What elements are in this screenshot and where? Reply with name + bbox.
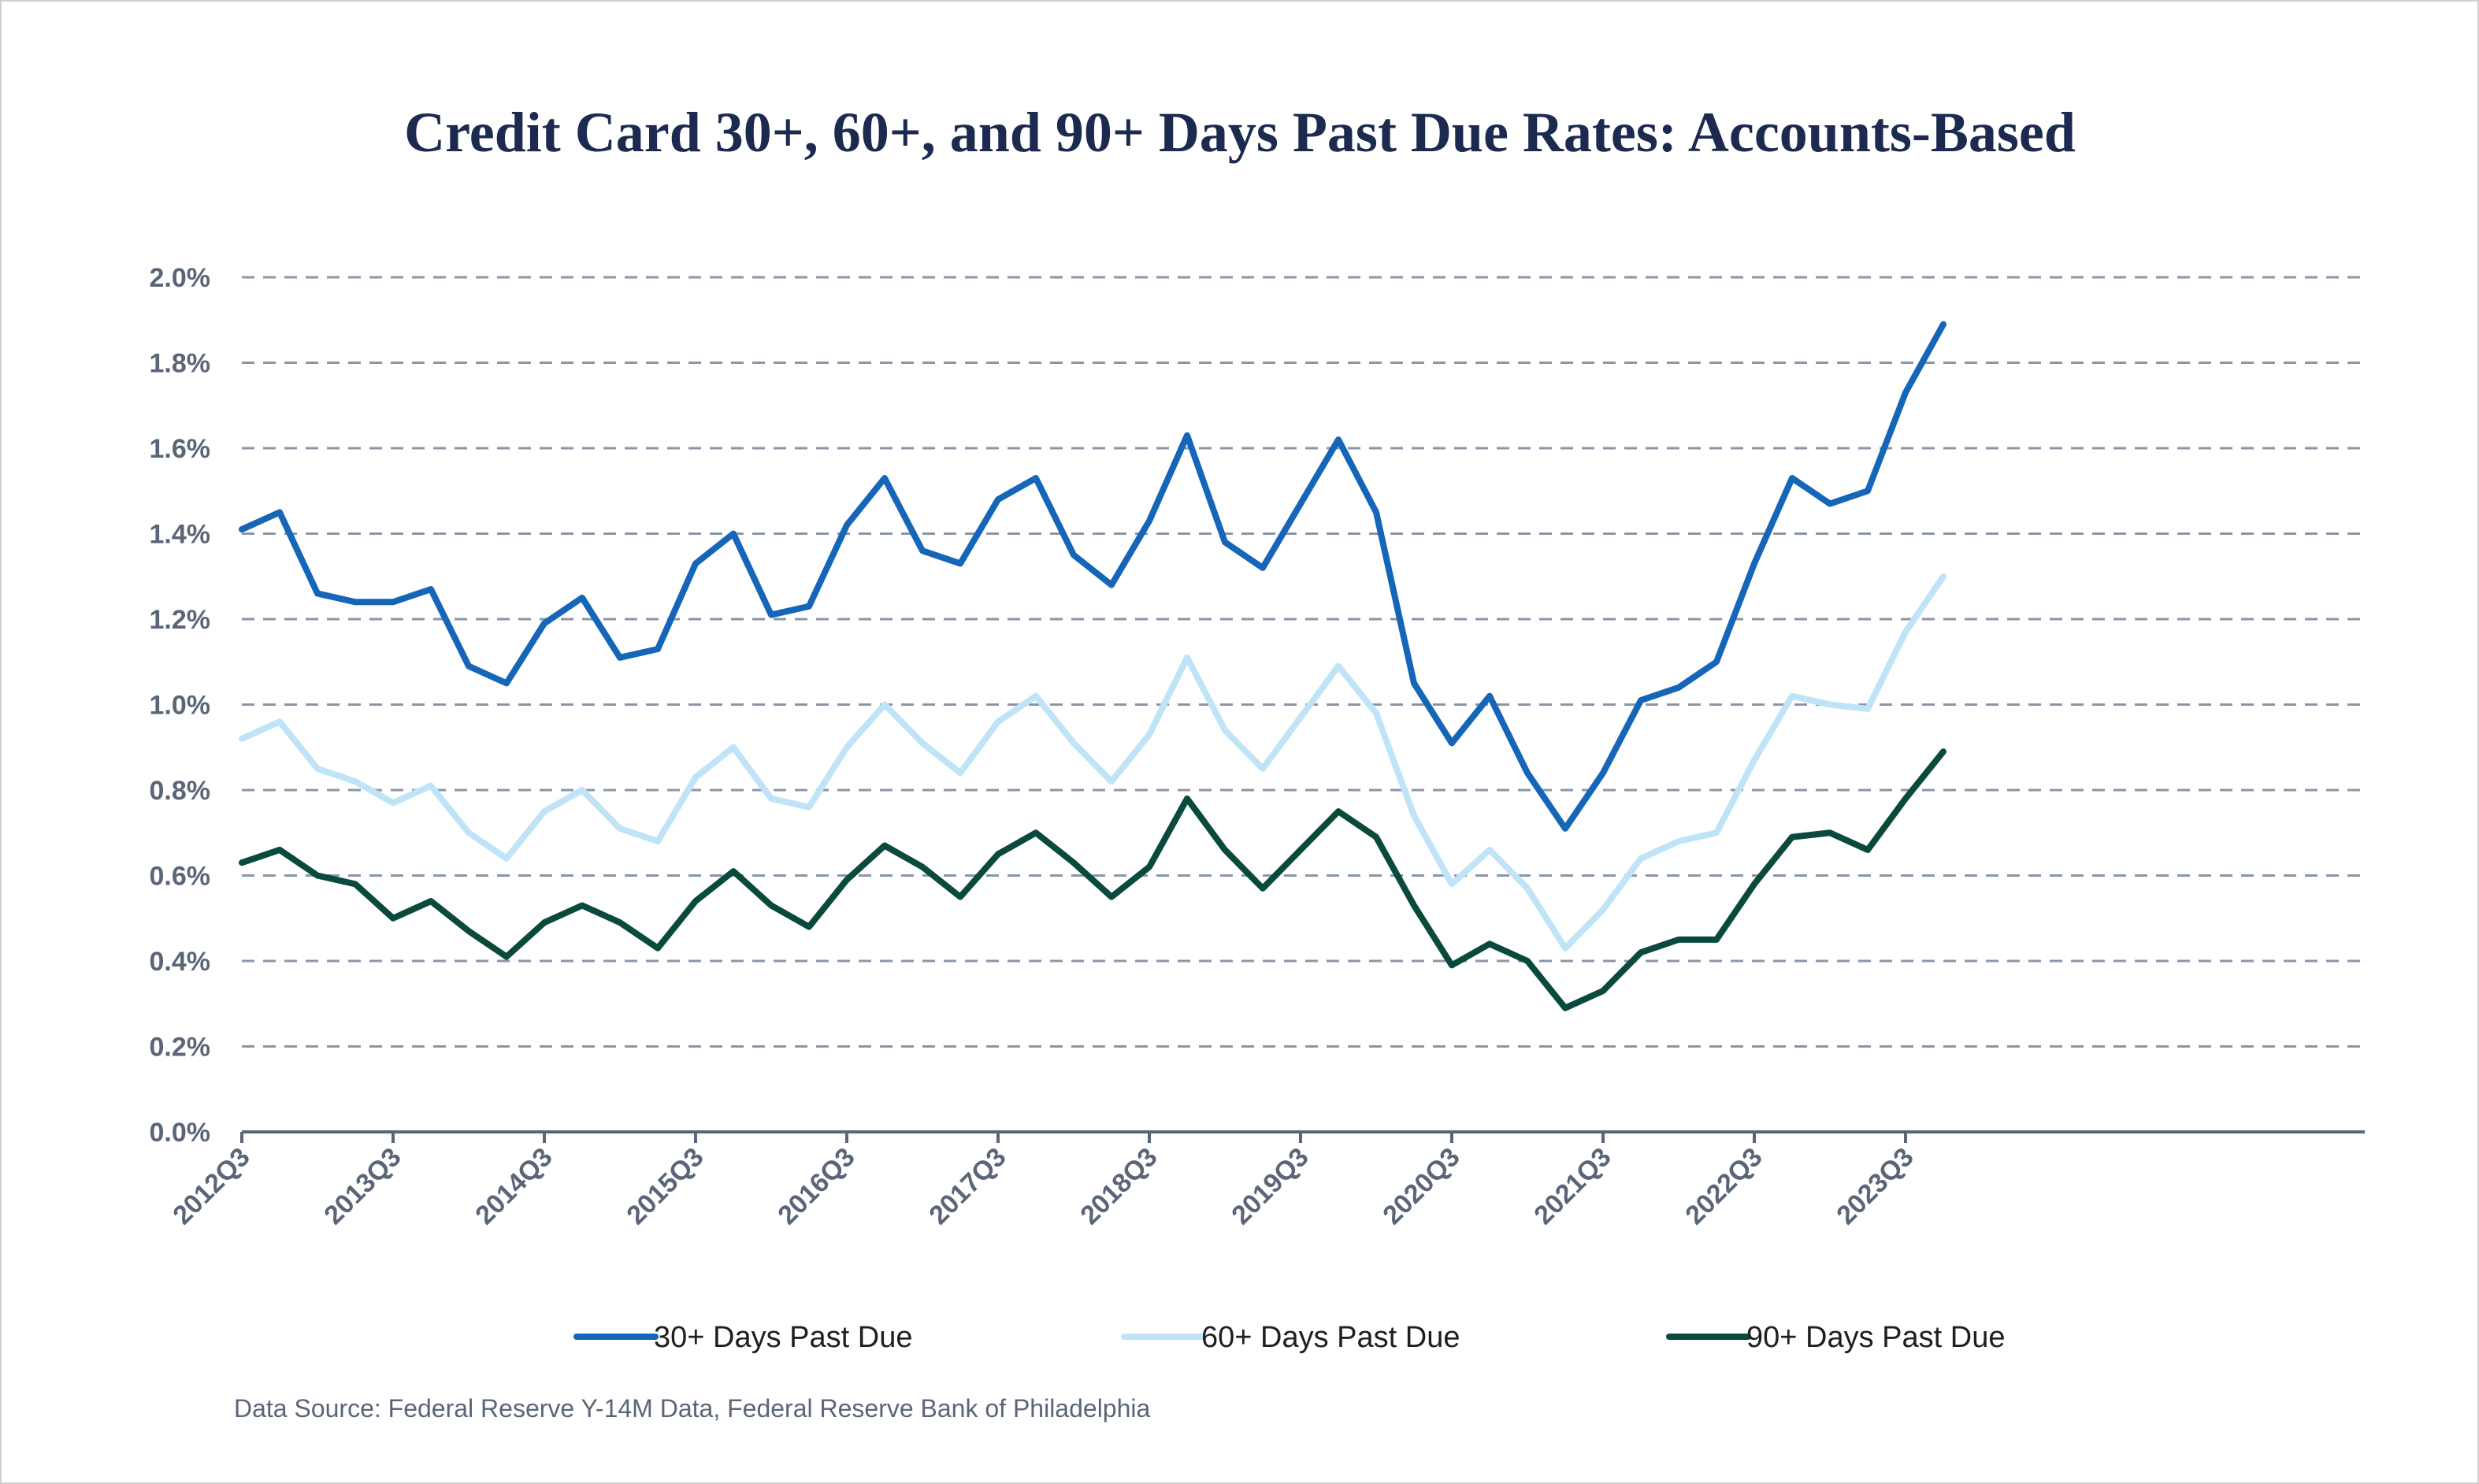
x-tick-label: 2012Q3 xyxy=(167,1142,255,1230)
y-tick-label: 1.2% xyxy=(150,605,211,635)
legend: 30+ Days Past Due 60+ Days Past Due 90+ Da… xyxy=(573,1321,2005,1354)
series-line-3 xyxy=(239,748,1946,1011)
y-axis-ticks: 0.0% 0.2% 0.4% 0.6% 0.8% 1.0% 1.2% 1.4% 1.6% 1.8%… xyxy=(150,263,211,1148)
x-tick-label: 2017Q3 xyxy=(923,1142,1011,1230)
y-tick-label: 0.0% xyxy=(150,1118,211,1148)
chart-title: Credit Card 30+, 60+, and 90+ Days Past … xyxy=(404,101,2076,164)
y-tick-label: 1.0% xyxy=(150,691,211,721)
axes xyxy=(240,1130,2365,1143)
x-tick-label: 2018Q3 xyxy=(1074,1142,1163,1230)
x-tick-label: 2022Q3 xyxy=(1679,1142,1768,1230)
y-tick-label: 0.6% xyxy=(150,862,211,892)
y-tick-label: 1.8% xyxy=(150,349,211,379)
x-tick-label: 2019Q3 xyxy=(1226,1142,1314,1230)
legend-label-2: 60+ Days Past Due xyxy=(1201,1321,1460,1354)
series-line-1 xyxy=(239,321,1946,832)
series-lines xyxy=(239,321,1946,1011)
series-line-2 xyxy=(239,573,1946,952)
x-tick-label: 2023Q3 xyxy=(1831,1142,1919,1230)
x-tick-label: 2016Q3 xyxy=(772,1142,860,1230)
y-tick-label: 0.8% xyxy=(150,776,211,806)
x-tick-label: 2020Q3 xyxy=(1377,1142,1465,1230)
legend-label-3: 90+ Days Past Due xyxy=(1746,1321,2005,1354)
y-tick-label: 0.4% xyxy=(150,947,211,977)
x-tick-label: 2014Q3 xyxy=(469,1142,558,1230)
source-note: Data Source: Federal Reserve Y-14M Data,… xyxy=(234,1394,1151,1423)
grid-lines xyxy=(242,276,2365,1048)
y-tick-label: 1.6% xyxy=(150,434,211,464)
y-tick-label: 0.2% xyxy=(150,1033,211,1063)
x-tick-label: 2021Q3 xyxy=(1528,1142,1616,1230)
y-tick-label: 1.4% xyxy=(150,520,211,550)
x-tick-label: 2013Q3 xyxy=(318,1142,406,1230)
legend-label-1: 30+ Days Past Due xyxy=(654,1321,912,1354)
x-tick-label: 2015Q3 xyxy=(621,1142,709,1230)
y-tick-label: 2.0% xyxy=(150,263,211,293)
x-axis-ticks: 2012Q3 2013Q3 2014Q3 2015Q3 2016Q3 2017Q3 2018… xyxy=(167,1142,1919,1230)
